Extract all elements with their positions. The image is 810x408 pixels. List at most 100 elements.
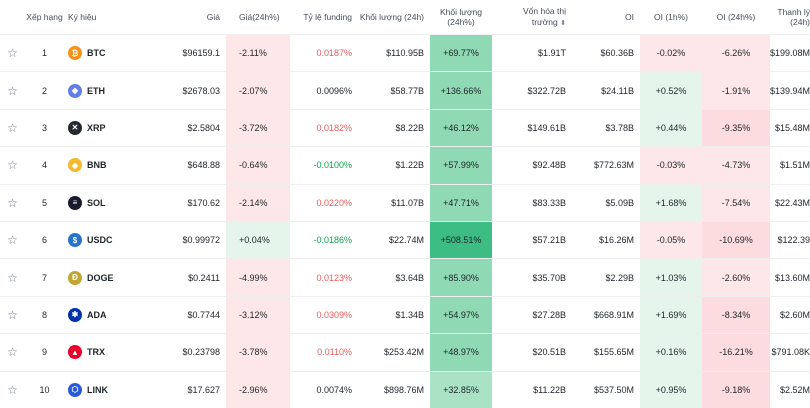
market-cap-cell: $83.33B bbox=[492, 183, 572, 222]
header-star bbox=[0, 0, 25, 35]
sort-icon: ⬍ bbox=[560, 19, 566, 27]
liquidation-cell: $791.08K bbox=[770, 333, 810, 372]
favorite-star-icon[interactable]: ☆ bbox=[0, 370, 25, 408]
symbol-label: ETH bbox=[87, 85, 105, 96]
funding-rate-cell: 0.0309% bbox=[290, 295, 358, 334]
volume-change-cell: +85.90% bbox=[430, 258, 492, 297]
price-cell: $0.2411 bbox=[144, 258, 226, 297]
oi-cell: $60.36B bbox=[572, 33, 640, 72]
symbol-cell[interactable]: ₿ BTC bbox=[64, 33, 144, 72]
table-row[interactable]: ☆ 2 ◆ ETH $2678.03 -2.07% 0.0096% $58.77B +136.6… bbox=[0, 71, 810, 110]
price-cell: $17.627 bbox=[144, 370, 226, 408]
oi-1h-cell: +1.69% bbox=[640, 295, 702, 334]
table-row[interactable]: ☆ 3 ✕ XRP $2.5804 -3.72% 0.0182% $8.22B +46.12% $… bbox=[0, 108, 810, 147]
favorite-star-icon[interactable]: ☆ bbox=[0, 333, 25, 372]
table-row[interactable]: ☆ 1 ₿ BTC $96159.1 -2.11% 0.0187% $110.95B +69.7… bbox=[0, 33, 810, 72]
usdc-icon: $ bbox=[68, 233, 82, 248]
funding-rate-cell: 0.0182% bbox=[290, 108, 358, 147]
header-volume-change[interactable]: Khối lượng (24h%) bbox=[440, 7, 482, 27]
table-row[interactable]: ☆ 8 ✱ ADA $0.7744 -3.12% 0.0309% $1.34B +54.97% $… bbox=[0, 295, 810, 334]
symbol-label: BTC bbox=[87, 48, 106, 59]
volume-cell: $3.64B bbox=[358, 258, 430, 297]
market-cap-cell: $11.22B bbox=[492, 370, 572, 408]
favorite-star-icon[interactable]: ☆ bbox=[0, 33, 25, 72]
oi-24h-cell: -9.35% bbox=[702, 108, 770, 147]
oi-1h-cell: +0.95% bbox=[640, 370, 702, 408]
funding-rate-cell: 0.0123% bbox=[290, 258, 358, 297]
symbol-cell[interactable]: ✕ XRP bbox=[64, 108, 144, 147]
header-oi[interactable]: OI bbox=[625, 12, 634, 22]
oi-cell: $3.78B bbox=[572, 108, 640, 147]
chainlink-icon: ⬡ bbox=[68, 382, 82, 397]
solana-icon: ≡ bbox=[68, 195, 82, 210]
price-cell: $0.7744 bbox=[144, 295, 226, 334]
price-change-cell: -3.72% bbox=[226, 108, 290, 147]
header-volume[interactable]: Khối lượng (24h) bbox=[359, 12, 424, 22]
header-market-cap[interactable]: Vốn hóa thị trường ⬍ bbox=[492, 0, 572, 35]
volume-change-cell: +69.77% bbox=[430, 33, 492, 72]
table-row[interactable]: ☆ 6 $ USDC $0.99972 +0.04% -0.0186% $22.74M +508… bbox=[0, 220, 810, 259]
market-cap-cell: $322.72B bbox=[492, 71, 572, 110]
favorite-star-icon[interactable]: ☆ bbox=[0, 258, 25, 297]
favorite-star-icon[interactable]: ☆ bbox=[0, 295, 25, 334]
liquidation-cell: $13.60M bbox=[770, 258, 810, 297]
symbol-cell[interactable]: ▲ TRX bbox=[64, 333, 144, 372]
table-row[interactable]: ☆ 4 ◈ BNB $648.88 -0.64% -0.0100% $1.22B +57.99%… bbox=[0, 146, 810, 185]
table-row[interactable]: ☆ 10 ⬡ LINK $17.627 -2.96% 0.0074% $898.76M +32.… bbox=[0, 370, 810, 408]
rank-cell: 5 bbox=[25, 183, 64, 222]
symbol-cell[interactable]: ✱ ADA bbox=[64, 295, 144, 334]
oi-1h-cell: -0.03% bbox=[640, 146, 702, 185]
price-change-cell: -2.11% bbox=[226, 33, 290, 72]
price-cell: $96159.1 bbox=[144, 33, 226, 72]
favorite-star-icon[interactable]: ☆ bbox=[0, 183, 25, 222]
price-change-cell: -0.64% bbox=[226, 146, 290, 185]
market-cap-cell: $27.28B bbox=[492, 295, 572, 334]
symbol-cell[interactable]: ◆ ETH bbox=[64, 71, 144, 110]
favorite-star-icon[interactable]: ☆ bbox=[0, 71, 25, 110]
header-price-change[interactable]: Giá(24h%) bbox=[239, 12, 280, 22]
header-rank[interactable]: Xếp hạng bbox=[26, 12, 63, 22]
table-row[interactable]: ☆ 5 ≡ SOL $170.62 -2.14% 0.0220% $11.07B +47.71%… bbox=[0, 183, 810, 222]
header-oi-24h[interactable]: OI (24h%) bbox=[716, 12, 756, 22]
symbol-cell[interactable]: ◈ BNB bbox=[64, 146, 144, 185]
market-cap-cell: $35.70B bbox=[492, 258, 572, 297]
favorite-star-icon[interactable]: ☆ bbox=[0, 220, 25, 259]
volume-change-cell: +48.97% bbox=[430, 333, 492, 372]
xrp-icon: ✕ bbox=[68, 120, 82, 135]
favorite-star-icon[interactable]: ☆ bbox=[0, 108, 25, 147]
table-row[interactable]: ☆ 7 Ð DOGE $0.2411 -4.99% 0.0123% $3.64B +85.90%… bbox=[0, 258, 810, 297]
oi-1h-cell: -0.02% bbox=[640, 33, 702, 72]
header-oi-1h[interactable]: OI (1h%) bbox=[653, 12, 688, 22]
market-cap-cell: $57.21B bbox=[492, 220, 572, 259]
liquidation-cell: $199.08M bbox=[770, 33, 810, 72]
symbol-label: TRX bbox=[87, 347, 105, 358]
volume-change-cell: +46.12% bbox=[430, 108, 492, 147]
symbol-label: XRP bbox=[87, 122, 106, 133]
symbol-cell[interactable]: ⬡ LINK bbox=[64, 370, 144, 408]
price-cell: $0.99972 bbox=[144, 220, 226, 259]
market-cap-label: Vốn hóa thị trường ⬍ bbox=[523, 6, 566, 29]
market-cap-label-line1: Vốn hóa thị bbox=[522, 5, 566, 16]
oi-24h-cell: -10.69% bbox=[702, 220, 770, 259]
price-cell: $648.88 bbox=[144, 146, 226, 185]
table-row[interactable]: ☆ 9 ▲ TRX $0.23798 -3.78% 0.0110% $253.42M +48.9… bbox=[0, 333, 810, 372]
price-change-cell: -2.96% bbox=[226, 370, 290, 408]
liquidation-cell: $139.94M bbox=[770, 71, 810, 110]
oi-cell: $155.65M bbox=[572, 333, 640, 372]
rank-cell: 8 bbox=[25, 295, 64, 334]
market-cap-cell: $92.48B bbox=[492, 146, 572, 185]
header-price[interactable]: Giá bbox=[206, 12, 220, 22]
liquidation-cell: $2.60M bbox=[770, 295, 810, 334]
volume-cell: $253.42M bbox=[358, 333, 430, 372]
price-change-cell: -2.07% bbox=[226, 71, 290, 110]
header-liquidation[interactable]: Thanh lý (24h) bbox=[777, 7, 810, 27]
favorite-star-icon[interactable]: ☆ bbox=[0, 146, 25, 185]
header-symbol[interactable]: Ký hiệu bbox=[68, 12, 97, 22]
volume-change-cell: +47.71% bbox=[430, 183, 492, 222]
symbol-cell[interactable]: Ð DOGE bbox=[64, 258, 144, 297]
symbol-cell[interactable]: ≡ SOL bbox=[64, 183, 144, 222]
symbol-cell[interactable]: $ USDC bbox=[64, 220, 144, 259]
volume-cell: $1.22B bbox=[358, 146, 430, 185]
header-funding-rate[interactable]: Tỷ lệ funding bbox=[303, 12, 352, 22]
oi-1h-cell: +0.44% bbox=[640, 108, 702, 147]
